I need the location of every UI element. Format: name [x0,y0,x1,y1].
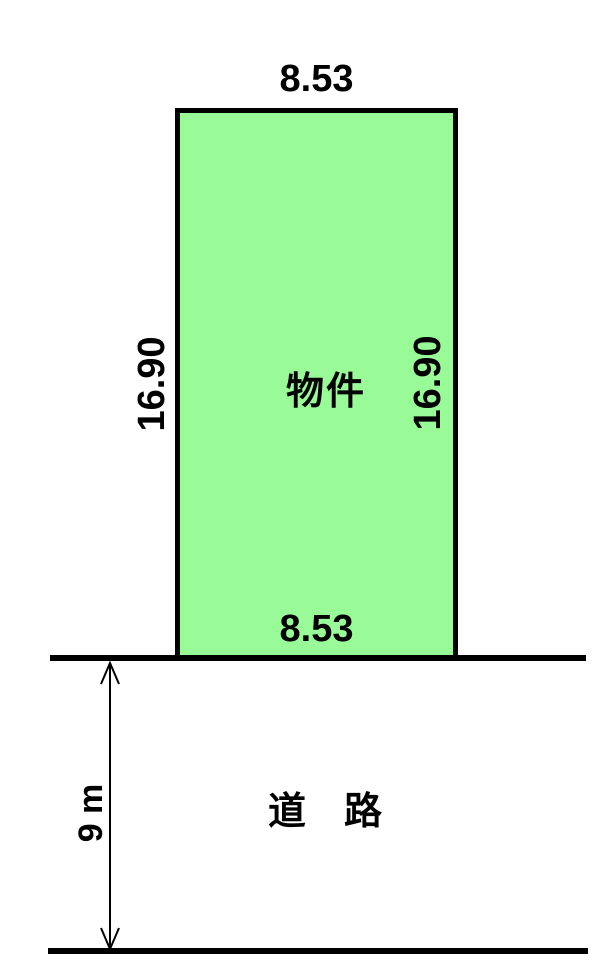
parcel-top-dimension-label: 8.53 [279,58,354,100]
parcel-shape [175,108,458,660]
parcel-right-dimension-label: 16.90 [407,335,449,431]
parcel-name-label: 物件 [285,371,367,413]
parcel-bottom-dimension-label: 8.53 [279,608,354,650]
road-name-label: 道 路 [267,791,383,833]
road-width-arrow-icon [100,660,120,952]
road-edge-upper-line [50,655,586,661]
parcel-left-dimension-label: 16.90 [131,336,173,432]
road-width-label: 9 m [72,783,110,843]
road-edge-lower-line [48,948,588,954]
